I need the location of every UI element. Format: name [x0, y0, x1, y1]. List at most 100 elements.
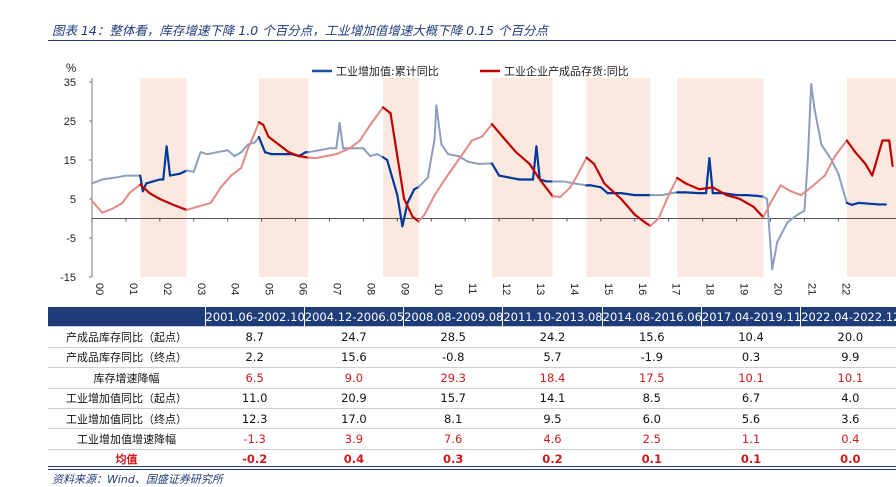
table-cell: 8.7 — [205, 327, 304, 347]
source-rule — [48, 466, 896, 467]
row-label: 库存增速降幅 — [48, 368, 205, 388]
series-2-segment — [791, 191, 801, 195]
series-1-segment — [436, 105, 441, 144]
table-cell: 10.1 — [801, 368, 896, 388]
series-2-segment — [197, 203, 211, 207]
series-2-segment — [570, 176, 577, 188]
x-tick-label: 15 — [602, 283, 614, 295]
table-cell: 8.5 — [602, 388, 701, 408]
x-tick-label: 03 — [195, 283, 207, 295]
series-1-segment — [336, 123, 339, 148]
series-2-segment — [577, 158, 586, 176]
series-1-segment — [207, 152, 217, 154]
series-2-segment — [482, 124, 492, 136]
series-1-segment — [574, 183, 587, 185]
series-1-segment — [869, 204, 879, 205]
series-1-segment — [448, 154, 458, 156]
row-label: 工业增加值增速降幅 — [48, 429, 205, 449]
table-cell: 17.5 — [602, 368, 701, 388]
series-1-segment — [116, 176, 126, 178]
table-cell: 11.0 — [205, 388, 304, 408]
series-2-segment — [231, 168, 241, 176]
table-cell: 8.1 — [404, 408, 503, 428]
series-2-segment — [811, 176, 825, 188]
series-1-segment — [319, 148, 329, 150]
series-2-segment — [112, 203, 122, 209]
series-1-segment — [469, 162, 479, 164]
series-1-segment — [777, 222, 787, 242]
table-cell: 24.7 — [304, 327, 403, 347]
series-1-segment — [308, 150, 319, 152]
series-2-segment — [835, 141, 847, 157]
series-1-segment — [804, 160, 807, 211]
series-1-segment — [811, 84, 814, 109]
table-cell: 2.5 — [602, 429, 701, 449]
shaded-periods — [140, 78, 896, 277]
series-1-segment — [838, 174, 846, 203]
legend-label-2: 工业企业产成品存货:同比 — [504, 64, 629, 78]
x-tick-label: 13 — [534, 283, 546, 295]
table-cell: -1.3 — [205, 429, 304, 449]
shaded-period-2 — [259, 78, 309, 277]
series-1-segment — [441, 144, 448, 154]
legend-label-1: 工业增加值:累计同比 — [336, 64, 439, 78]
series-1-segment — [92, 180, 102, 184]
series-1-segment — [194, 152, 201, 172]
series-2-segment — [424, 195, 434, 215]
series-2-segment — [659, 195, 669, 218]
x-tick-label: 07 — [330, 283, 342, 295]
series-2-segment — [187, 207, 198, 210]
table-cell: 6.0 — [602, 408, 701, 428]
y-tick-label: 35 — [64, 77, 76, 89]
table-cell: 28.5 — [404, 327, 503, 347]
x-tick-label: 08 — [364, 283, 376, 295]
series-1-segment — [228, 150, 235, 156]
x-tick-label: 22 — [839, 283, 851, 295]
series-2-segment — [350, 141, 360, 149]
series-2-segment — [92, 201, 102, 213]
x-tick-label: 00 — [93, 283, 105, 295]
table-cell: 9.5 — [503, 408, 602, 428]
series-1-segment — [187, 171, 194, 172]
table-cell: 12.3 — [205, 408, 304, 428]
x-tick-label: 20 — [771, 283, 783, 295]
series-2-segment — [299, 156, 308, 158]
x-tick-label: 06 — [297, 283, 309, 295]
series-2-segment — [129, 185, 140, 194]
series-2-segment — [560, 187, 570, 197]
table-cell: -0.8 — [404, 347, 503, 367]
source-note: 资料来源：Wind、国盛证券研究所 — [52, 471, 223, 487]
series-2-segment — [360, 125, 370, 141]
series-1-segment — [234, 152, 241, 156]
y-tick-label: 25 — [64, 116, 76, 128]
table-cell: 1.1 — [701, 429, 800, 449]
table-cell: 4.6 — [503, 429, 602, 449]
table-cell: 5.6 — [701, 408, 800, 428]
series-2-segment — [255, 122, 259, 133]
x-tick-label: 16 — [636, 283, 648, 295]
chart-legend: 工业增加值:累计同比 工业企业产成品存货:同比 — [312, 64, 629, 78]
table-cell: 6.5 — [205, 368, 304, 388]
series-2-segment — [248, 133, 255, 149]
y-tick-label: -5 — [66, 233, 76, 245]
y-tick-label: 15 — [64, 155, 76, 167]
x-tick-label: 02 — [161, 283, 173, 295]
x-tick-label: 11 — [466, 283, 478, 294]
table-cell: 14.1 — [503, 388, 602, 408]
table-cell: 15.6 — [304, 347, 403, 367]
x-tick-label: 21 — [805, 283, 817, 295]
period-header: 2011.10-2013.08 — [503, 307, 602, 327]
series-2-segment — [650, 219, 658, 226]
table-cell: 15.6 — [602, 327, 701, 347]
table-cell: 10.1 — [701, 368, 800, 388]
x-tick-label: 01 — [127, 283, 139, 295]
table-cell: 6.7 — [701, 388, 800, 408]
x-tick-label: 19 — [738, 283, 750, 295]
series-1-segment — [772, 242, 777, 269]
